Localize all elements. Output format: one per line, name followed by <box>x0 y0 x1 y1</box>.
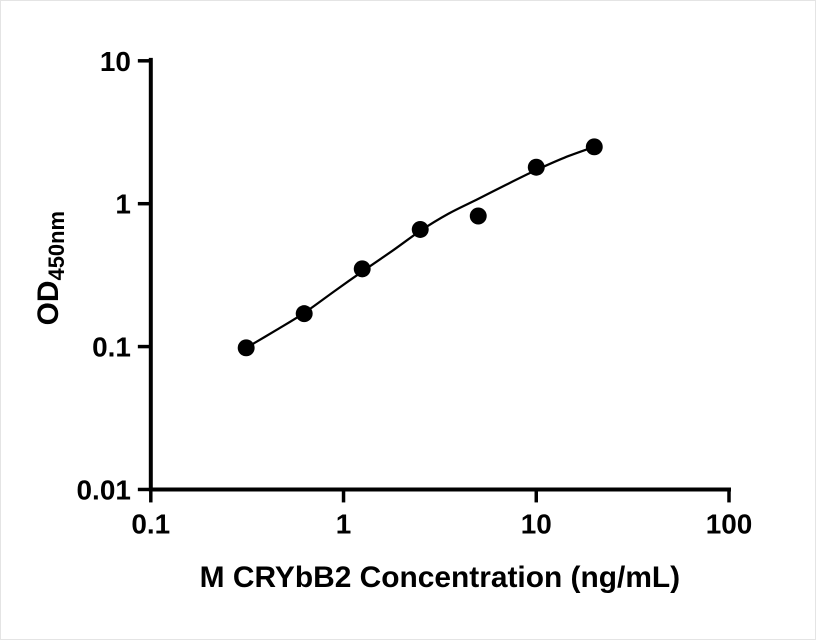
y-axis-title-subscript: 450nm <box>44 211 69 280</box>
data-point <box>585 138 603 156</box>
y-tick-label: 1 <box>115 189 131 220</box>
x-axis-title: M CRYbB2 Concentration (ng/mL) <box>200 561 680 594</box>
y-axis-title: OD450nm <box>32 211 69 325</box>
x-tick-label: 1 <box>336 508 352 539</box>
x-tick-label: 10 <box>521 508 552 539</box>
y-tick-label: 10 <box>100 46 131 77</box>
x-tick-label: 100 <box>706 508 753 539</box>
y-axis-title-main: OD <box>32 280 65 325</box>
data-point <box>353 260 371 278</box>
data-point <box>411 221 429 238</box>
data-point <box>469 207 487 225</box>
data-point <box>237 339 255 357</box>
x-tick-label: 0.1 <box>131 508 170 539</box>
y-tick-label: 0.1 <box>92 332 131 363</box>
axis-frame <box>148 57 731 492</box>
y-tick-label: 0.01 <box>77 474 131 505</box>
data-point <box>527 158 545 176</box>
data-point <box>295 305 313 323</box>
